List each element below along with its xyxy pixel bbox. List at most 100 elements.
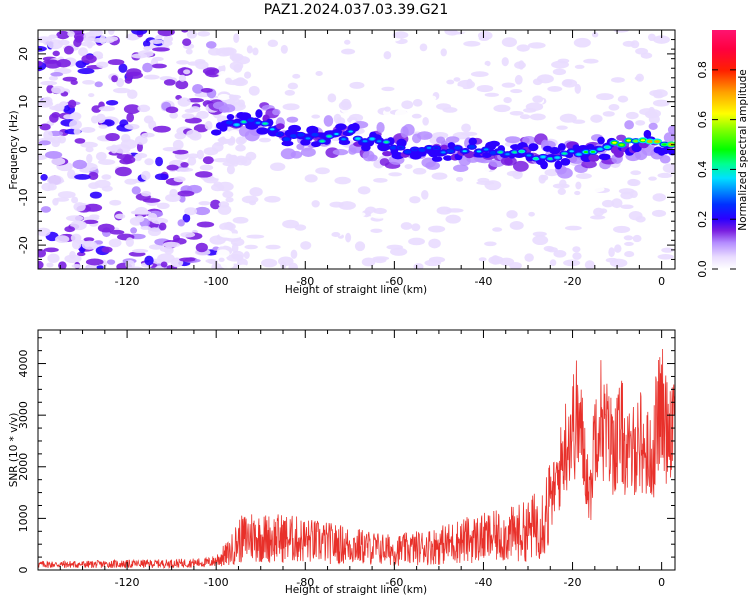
spectrogram-cell bbox=[143, 74, 160, 80]
spectrogram-cell bbox=[147, 212, 158, 222]
spectrogram-cell bbox=[77, 68, 95, 75]
spectrogram-cell bbox=[549, 147, 561, 155]
spectrogram-cell bbox=[478, 64, 489, 71]
spectrogram-cell bbox=[604, 49, 613, 56]
spectrogram-cell bbox=[428, 225, 446, 233]
spectrogram-cell bbox=[244, 71, 252, 79]
spectrogram-cell bbox=[182, 38, 192, 47]
spectrogram-cell bbox=[81, 54, 97, 64]
spectrogram-cell bbox=[143, 115, 154, 124]
spectrogram-cell bbox=[38, 227, 51, 237]
spectrogram-cell bbox=[277, 133, 282, 136]
spectrogram-cell bbox=[70, 79, 78, 85]
spectrogram-cell bbox=[216, 249, 230, 258]
spectrogram-cell bbox=[524, 253, 534, 262]
spectrogram-cell bbox=[184, 117, 202, 124]
spectrogram-cell bbox=[463, 40, 481, 47]
spectrogram-cell bbox=[248, 85, 260, 96]
spectrogram-cell bbox=[320, 140, 325, 143]
spectrogram-cell bbox=[334, 176, 351, 185]
spectrogram-cell bbox=[241, 195, 259, 204]
spectrogram-cell bbox=[491, 255, 500, 265]
spectrogram-cell bbox=[528, 211, 535, 217]
spectrogram-cell bbox=[282, 219, 300, 229]
y-tick-label: 2000 bbox=[17, 453, 30, 481]
spectrogram-cell bbox=[169, 112, 179, 119]
spectrogram-cell bbox=[440, 48, 447, 57]
y-tick-label: 0 bbox=[17, 567, 30, 574]
spectrogram-cell bbox=[83, 237, 95, 242]
spectrogram-cell bbox=[457, 79, 476, 90]
spectrogram-cell bbox=[571, 132, 581, 138]
spectrogram-cell bbox=[575, 181, 582, 190]
spectrogram-cell bbox=[96, 61, 109, 69]
spectrogram-cell bbox=[43, 130, 53, 141]
spectrogram-cell bbox=[331, 231, 341, 238]
spectrogram-cell bbox=[80, 141, 98, 148]
spectrogram-cell bbox=[284, 89, 296, 96]
x-tick-label: -100 bbox=[204, 275, 229, 288]
spectrogram-cell bbox=[38, 60, 43, 67]
spectrogram-cell bbox=[226, 113, 235, 120]
spectrogram-cell bbox=[142, 198, 161, 203]
spectrogram-cell bbox=[57, 135, 66, 144]
spectrogram-cell bbox=[406, 70, 413, 76]
spectrogram-cell bbox=[71, 263, 82, 269]
spectrogram-cell bbox=[386, 244, 404, 250]
spectrogram-cell bbox=[532, 78, 543, 86]
spectrogram-cell bbox=[516, 44, 530, 52]
spectrogram-cell bbox=[577, 111, 586, 120]
spectrogram-cell bbox=[355, 137, 361, 140]
spectrogram-cell bbox=[248, 119, 254, 122]
spectrogram-cell bbox=[125, 260, 135, 269]
spectrogram-cell bbox=[311, 200, 320, 208]
spectrogram-cell bbox=[588, 153, 600, 162]
spectrogram-cell bbox=[596, 93, 614, 101]
x-tick-label: 0 bbox=[658, 576, 665, 589]
spectrogram-cell bbox=[224, 131, 232, 140]
spectrogram-cell bbox=[84, 203, 103, 212]
spectrogram-cell bbox=[218, 70, 228, 79]
spectrogram-cell bbox=[270, 162, 286, 172]
spectrogram-cell bbox=[412, 167, 427, 175]
colorbar-tick-label: 0.0 bbox=[696, 260, 709, 278]
spectrogram-cell bbox=[243, 251, 250, 260]
spectrogram-cell bbox=[503, 97, 512, 104]
spectrogram-cell bbox=[270, 128, 275, 131]
spectrogram-cell bbox=[536, 187, 544, 195]
spectrogram-cell bbox=[114, 166, 132, 177]
spectrogram-cell bbox=[461, 123, 471, 133]
spectrogram-cell bbox=[111, 75, 118, 83]
spectrogram-cell bbox=[583, 151, 589, 154]
spectrogram-cell bbox=[68, 99, 77, 109]
spectrogram-cell bbox=[626, 139, 631, 142]
spectrogram-cell bbox=[163, 79, 176, 86]
spectrogram-cell bbox=[177, 97, 191, 107]
spectrogram-cell bbox=[108, 238, 122, 248]
spectrogram-cell bbox=[232, 216, 249, 224]
spectrogram-cell bbox=[231, 242, 239, 253]
spectrogram-cell bbox=[225, 197, 234, 203]
spectrogram-cell bbox=[75, 60, 87, 69]
spectrogram-cell bbox=[261, 258, 278, 268]
spectrogram-cell bbox=[173, 176, 186, 183]
spectrogram-cell bbox=[344, 192, 351, 202]
y-tick-label: -20 bbox=[17, 236, 30, 254]
spectrogram-cell bbox=[484, 241, 497, 247]
spectrogram-cell bbox=[155, 156, 164, 167]
spectrogram-cell bbox=[192, 83, 204, 94]
spectrogram-cell bbox=[480, 165, 491, 173]
spectrogram-cell bbox=[109, 229, 125, 235]
spectrogram-cell bbox=[575, 208, 591, 218]
spectrogram-cell bbox=[608, 247, 615, 258]
spectrogram-cell bbox=[125, 33, 140, 41]
spectrogram-cell bbox=[468, 137, 477, 146]
spectrogram-cell bbox=[255, 121, 261, 124]
spectrogram-cell bbox=[157, 253, 175, 264]
spectrogram-cell bbox=[63, 45, 74, 55]
spectrogram-cell bbox=[109, 199, 122, 206]
spectrogram-cell bbox=[286, 116, 299, 123]
spectrogram-cell bbox=[575, 173, 592, 179]
spectrogram-cell bbox=[581, 160, 597, 169]
